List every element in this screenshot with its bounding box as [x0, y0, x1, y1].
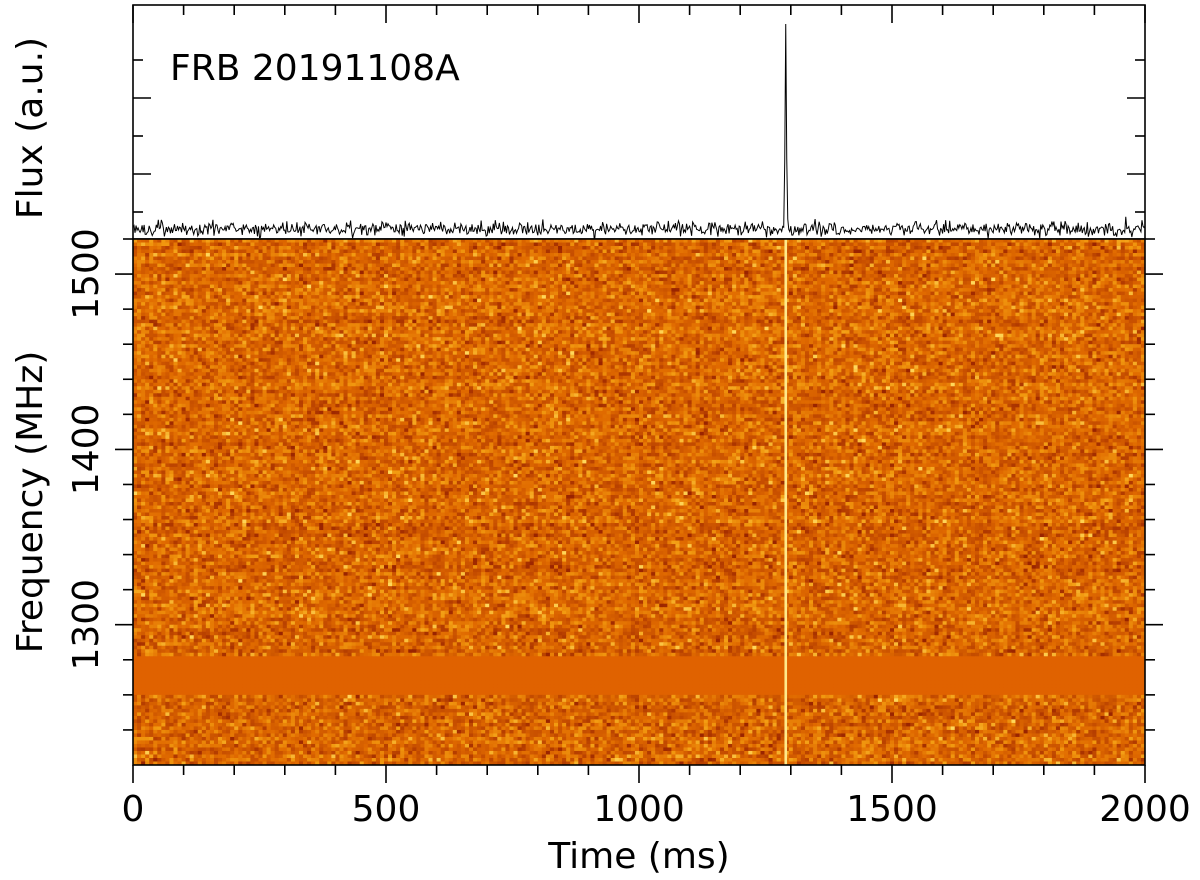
burst-signal-line — [784, 239, 787, 765]
x-tick-label: 1500 — [846, 789, 938, 830]
y-tick-label: 1500 — [66, 228, 107, 320]
x-axis-title: Time (ms) — [547, 836, 729, 877]
profile-panel: FRB 20191108A Flux (a.u.) — [10, 5, 1145, 242]
profile-frame — [133, 5, 1145, 239]
x-tick-label: 0 — [122, 789, 145, 830]
x-tick-label: 500 — [352, 789, 421, 830]
dynamic-spectrum-heatmap — [133, 239, 1146, 766]
y-axis-title: Frequency (MHz) — [10, 351, 51, 654]
y-tick-label: 1400 — [66, 404, 107, 496]
x-tick-label: 2000 — [1099, 789, 1191, 830]
x-tick-label: 1000 — [593, 789, 685, 830]
y-tick-label: 1300 — [66, 579, 107, 671]
source-name-annotation: FRB 20191108A — [170, 48, 460, 89]
dynamic-spectrum-panel: 0 500 1000 1500 2000 1300 1400 1500 Time (ms) F… — [10, 228, 1191, 877]
profile-ylabel: Flux (a.u.) — [10, 37, 51, 219]
